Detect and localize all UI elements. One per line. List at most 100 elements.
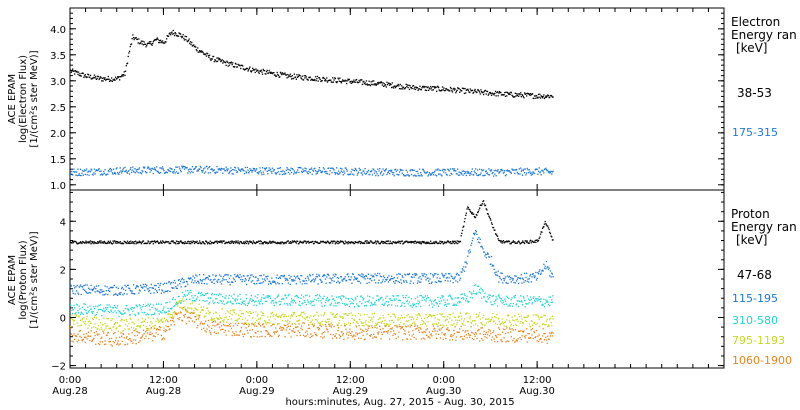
proton-series-115-195-point [409,282,411,285]
electron-series-175-315-point [245,171,247,173]
proton-series-47-68-point [535,239,538,241]
electron-series-38-53-point [403,88,405,90]
proton-series-47-68-point [400,240,403,243]
proton-series-115-195-point [438,280,440,283]
proton-series-795-1193-point [121,319,123,321]
proton-series-795-1193-point [547,324,550,326]
electron-series-38-53-point [76,71,78,73]
proton-series-1060-1900-point [154,327,156,329]
proton-series-47-68-point [216,242,219,244]
electron-series-38-53-point [234,66,236,68]
electron-series-175-315-point [399,168,401,171]
proton-series-795-1193-point [275,314,277,317]
proton-series-310-580-point [228,294,231,296]
electron-series-38-53-point [393,87,395,89]
proton-series-310-580-point [256,304,258,307]
proton-series-115-195-point [228,277,231,280]
proton-series-795-1193-point [142,324,145,326]
electron-series-38-53-point [335,81,337,83]
proton-series-1060-1900-point [296,334,298,337]
electron-series-175-315-point [487,174,489,176]
proton-series-1060-1900-point [194,316,196,318]
proton-series-795-1193-point [274,318,276,320]
electron-series-175-315-point [173,170,175,173]
proton-series-310-580-point [490,303,493,306]
electron-series-38-53-point [455,92,457,94]
electron-series-38-53-point [363,83,366,85]
electron-series-175-315-point [179,168,181,170]
electron-series-38-53-point [151,44,153,46]
electron-series-38-53-point [76,70,78,72]
electron-series-38-53-point [155,39,157,41]
electron-series-38-53-point [425,86,427,88]
electron-series-175-315-point [371,170,373,172]
proton-series-47-68-point [220,240,223,242]
proton-series-115-195-point [512,278,514,280]
electron-series-38-53-point [483,91,485,93]
proton-series-115-195-point [117,294,119,296]
proton-series-1060-1900-point [97,334,99,336]
proton-series-795-1193-point [224,312,227,315]
proton-series-1060-1900-point [103,343,106,346]
proton-series-47-68-point [462,226,464,228]
proton-series-795-1193-point [523,316,525,318]
proton-series-47-68-point [367,242,369,244]
proton-series-1060-1900-point [319,324,321,326]
proton-series-310-580-point [424,295,426,297]
electron-series-38-53-point [363,80,365,83]
proton-series-795-1193-point [294,323,296,325]
proton-series-115-195-point [278,283,280,285]
proton-series-795-1193-point [201,309,203,312]
proton-series-115-195-point [535,271,537,274]
proton-series-310-580-point [477,285,479,287]
electron-series-175-315-point [128,170,130,172]
electron-series-175-315-point [304,167,306,169]
electron-series-38-53-point [389,83,391,85]
proton-series-47-68-point [348,242,350,244]
electron-series-175-315-point [124,170,127,173]
electron-series-175-315-point [107,173,109,175]
electron-ytick-label: 4.0 [50,25,66,36]
proton-series-795-1193-point [337,324,339,326]
proton-series-1060-1900-point [72,334,74,337]
electron-series-175-315-point [358,167,360,169]
proton-series-310-580-point [131,306,133,309]
proton-series-795-1193-point [368,316,370,318]
proton-series-47-68-point [504,241,506,243]
electron-series-175-315-point [182,165,184,168]
electron-series-38-53-point [415,86,417,88]
proton-series-47-68-point [389,242,391,245]
electron-series-175-315-point [347,173,349,175]
electron-series-38-53-point [531,93,534,95]
proton-series-115-195-point [304,277,307,280]
electron-series-38-53-point [525,93,527,95]
proton-series-795-1193-point [287,319,289,321]
electron-series-175-315-point [332,167,334,169]
proton-series-115-195-point [461,268,464,270]
proton-series-310-580-point [469,290,471,293]
proton-series-310-580-point [246,304,248,307]
proton-series-310-580-point [387,301,389,303]
proton-series-795-1193-point [475,313,477,315]
proton-series-115-195-point [79,285,81,288]
electron-series-175-315-point [148,168,151,170]
proton-series-795-1193-point [364,322,366,324]
proton-series-1060-1900-point [201,322,203,325]
proton-series-115-195-point [105,290,107,292]
electron-series-38-53-point [334,77,336,80]
proton-series-795-1193-point [439,324,442,326]
proton-series-1060-1900-point [276,330,278,332]
proton-series-115-195-point [402,280,405,282]
proton-series-1060-1900-point [367,329,369,331]
proton-series-115-195-point [478,237,480,239]
electron-series-175-315-point [353,174,355,176]
electron-series-175-315-point [372,168,374,170]
proton-series-795-1193-point [132,321,134,323]
electron-series-175-315-point [512,169,514,171]
electron-series-175-315-point [195,166,197,168]
electron-series-38-53-point [190,43,192,46]
proton-series-795-1193-point [484,324,486,327]
electron-series-175-315-point [404,175,406,177]
proton-series-47-68-point [440,240,442,243]
proton-series-310-580-point [216,298,218,300]
